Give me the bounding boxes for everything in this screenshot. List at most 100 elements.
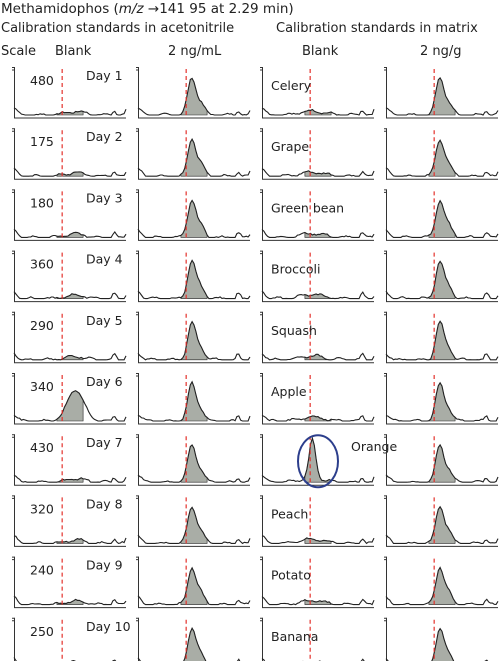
axis-tick	[260, 495, 263, 499]
scale-label: 320	[30, 501, 54, 516]
integrated-peak-area	[180, 199, 208, 238]
axis-tick	[260, 556, 263, 561]
axis-tick	[12, 495, 15, 499]
panel-axes	[262, 556, 374, 609]
chromatogram-trace	[137, 77, 251, 116]
panel-axes	[138, 128, 250, 180]
chromatogram-trace	[137, 137, 251, 177]
panel-axes	[138, 556, 250, 609]
axis-tick	[384, 250, 387, 255]
header-matrix: Calibration standards in matrix	[276, 21, 478, 36]
axis-tick	[136, 311, 139, 316]
chromatogram-panel	[136, 373, 251, 425]
day-label: Day 9	[86, 558, 123, 573]
integrated-peak-area	[428, 506, 456, 544]
chromatogram-panel	[12, 189, 127, 241]
axis-tick	[12, 67, 15, 71]
panel-axes	[262, 617, 263, 661]
chromatogram-trace	[385, 381, 499, 422]
chromatogram-panel	[12, 556, 127, 609]
chromatogram-panel	[12, 67, 127, 119]
chromatogram-panel	[12, 495, 127, 547]
panel-axes	[14, 373, 126, 425]
chromatogram-panel	[12, 128, 127, 180]
chromatogram-trace	[13, 167, 127, 177]
chromatogram-trace	[261, 229, 375, 238]
title-compound: Methamidophos	[1, 1, 110, 17]
panel-axes	[138, 67, 250, 119]
chromatogram-trace	[137, 259, 251, 300]
axis-tick	[12, 434, 15, 438]
chromatogram-panel	[136, 250, 251, 303]
panel-axes	[14, 250, 126, 303]
panel-axes	[386, 189, 498, 241]
day-label: Day 4	[86, 252, 123, 267]
chromatogram-panel	[260, 617, 365, 661]
chromatogram-panel	[384, 373, 499, 425]
chromatogram-panel	[260, 495, 375, 547]
axis-tick	[260, 189, 263, 193]
chromatogram-panel	[12, 250, 127, 303]
panel-axes	[14, 189, 126, 241]
chromatogram-trace	[13, 535, 127, 544]
highlight-ellipse	[297, 434, 339, 489]
chromatogram-panel	[384, 250, 499, 303]
axis-tick	[12, 250, 15, 255]
panel-axes	[386, 250, 498, 303]
axis-tick	[384, 556, 387, 561]
chromatogram-trace	[13, 352, 127, 361]
panel-axes	[138, 495, 250, 547]
day-label: Day 6	[86, 374, 123, 389]
panel-axes	[262, 373, 374, 425]
panel-axes	[14, 556, 126, 609]
axis-tick	[12, 189, 15, 193]
col-header-2ngml: 2 ng/mL	[168, 44, 222, 59]
col-header-2ngg: 2 ng/g	[420, 44, 462, 59]
chromatogram-trace	[137, 566, 251, 606]
chromatogram-trace	[385, 443, 499, 483]
chromatogram-trace	[385, 627, 489, 661]
integrated-peak-area	[304, 231, 332, 238]
day-label: Day 10	[86, 619, 131, 634]
chromatogram-trace	[385, 76, 499, 116]
chromatogram-panel	[384, 311, 499, 364]
chromatogram-panel	[384, 434, 499, 486]
integrated-peak-area	[428, 200, 456, 238]
axis-tick	[384, 311, 387, 316]
matrix-label: Green bean	[271, 200, 344, 215]
chromatogram-trace	[13, 291, 127, 300]
col-header-blank-acn: Blank	[55, 44, 92, 59]
day-label: Day 8	[86, 496, 123, 511]
panel-axes	[262, 67, 374, 119]
chromatogram-panel	[260, 67, 375, 119]
panel-axes	[14, 434, 126, 486]
axis-tick	[136, 373, 139, 377]
header-acetonitrile: Calibration standards in acetonitrile	[1, 21, 235, 36]
axis-tick	[260, 373, 263, 377]
day-label: Day 1	[86, 68, 123, 83]
axis-tick	[12, 373, 15, 377]
matrix-label: Peach	[271, 506, 308, 521]
chromatogram-trace	[137, 444, 251, 483]
chromatogram-panel	[136, 128, 251, 180]
chromatogram-trace	[13, 228, 127, 238]
chromatogram-panel	[136, 556, 251, 609]
axis-tick	[136, 617, 139, 622]
chromatogram-panel	[136, 189, 251, 241]
chromatogram-panel	[136, 67, 251, 119]
chromatogram-panel	[260, 556, 375, 609]
integrated-peak-area	[428, 260, 456, 299]
panel-axes	[14, 128, 126, 180]
chromatogram-trace	[137, 199, 251, 238]
matrix-label: Potato	[271, 568, 311, 583]
title-mz: m/z	[118, 1, 144, 17]
panel-axes	[262, 189, 374, 241]
matrix-label: Broccoli	[271, 262, 320, 277]
col-header-blank-matrix: Blank	[302, 44, 339, 59]
panel-axes	[138, 189, 250, 241]
axis-tick	[12, 128, 15, 132]
chromatogram-trace	[261, 436, 375, 483]
chromatogram-panel	[12, 434, 127, 486]
chromatogram-panel	[12, 311, 127, 364]
